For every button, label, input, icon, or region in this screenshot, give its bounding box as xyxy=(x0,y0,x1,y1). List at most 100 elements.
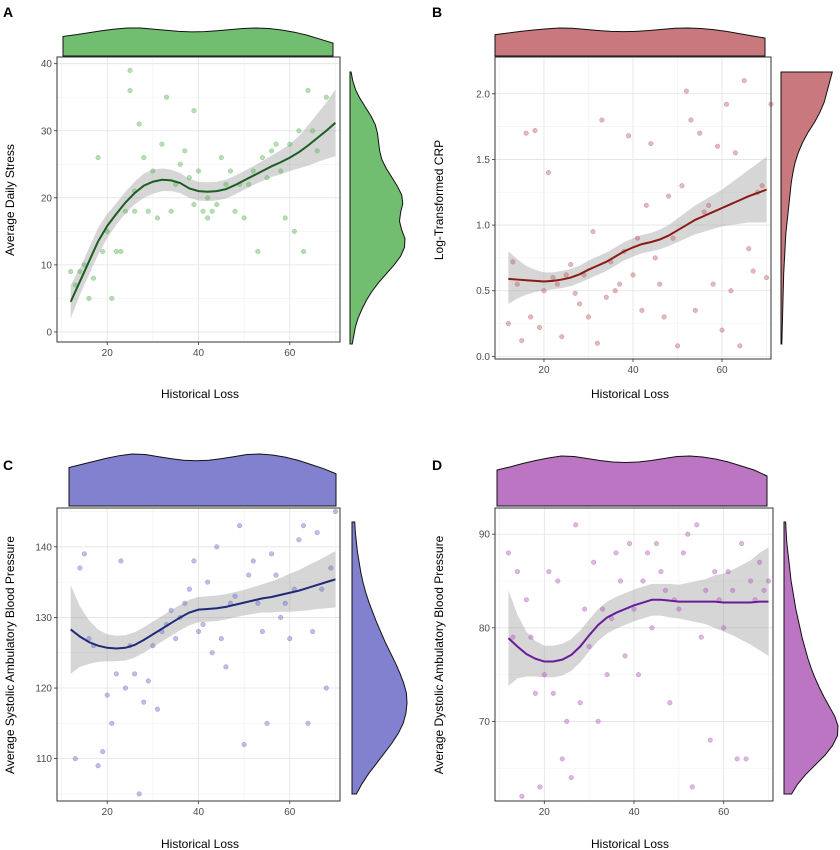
panel-d-data-point xyxy=(689,784,695,790)
panel-b-data-point xyxy=(563,272,569,278)
panel-c-data-point xyxy=(145,678,151,684)
panel-b-data-point xyxy=(719,327,725,333)
panel-c-data-point xyxy=(191,558,197,564)
panel-b-data-point xyxy=(688,117,694,123)
panel-c-y-axis-title: Average Systolic Ambulatory Blood Pressu… xyxy=(3,536,17,774)
panel-b-data-point xyxy=(532,127,538,134)
panel-d-x-tick-label: 20 xyxy=(539,807,551,818)
panel-c-data-point xyxy=(141,699,147,705)
panel-b-data-point xyxy=(510,259,516,265)
panel-b-data-point xyxy=(715,143,721,149)
panel-c-data-point xyxy=(113,671,119,677)
panel-b-y-tick-label: 1.0 xyxy=(476,221,490,232)
panel-c-data-point xyxy=(200,621,206,628)
panel-b-y-tick-label: 2.0 xyxy=(476,89,490,100)
panel-d-data-point xyxy=(712,569,718,575)
panel-c-y-tick-label: 140 xyxy=(35,542,52,553)
panel-d-data-point xyxy=(698,634,704,640)
panel-c-data-point xyxy=(100,749,106,755)
panel-b-y-tick-label: 0.5 xyxy=(476,286,490,297)
panel-b-y-axis-title: Log-Transformed CRP xyxy=(432,140,446,260)
panel-a-data-point xyxy=(68,269,74,275)
panel-b-data-point xyxy=(746,246,752,252)
panel-b-data-point xyxy=(759,183,765,189)
panel-c-data-point xyxy=(118,558,124,564)
panel-b-x-tick-label: 20 xyxy=(538,365,550,376)
panel-a-data-point xyxy=(141,155,147,161)
panel-a-x-tick-label: 40 xyxy=(193,348,205,359)
panel-b-data-point xyxy=(674,343,681,349)
panel-c-data-point xyxy=(86,636,92,642)
panel-b-data-point xyxy=(652,255,658,261)
panel-b-data-point xyxy=(585,314,592,320)
panel-b-data-point xyxy=(630,272,636,278)
panel-c-data-point xyxy=(296,537,302,543)
panel-b-smooth-line xyxy=(508,188,767,283)
panel-d-data-point xyxy=(743,756,749,762)
panel-c-data-point xyxy=(328,565,334,571)
panel-b-data-point xyxy=(750,268,756,274)
panel-a-data-point xyxy=(132,208,138,214)
panel-d-data-point xyxy=(739,541,745,547)
panel-d-data-point xyxy=(514,569,520,575)
panel-c-letter: C xyxy=(3,457,13,473)
panel-b-data-point xyxy=(679,183,685,189)
panel-b-x-tick-label: 60 xyxy=(716,365,728,376)
panel-b-data-point xyxy=(514,281,520,287)
panel-b-data-point xyxy=(528,314,534,320)
panel-a-x-axis-title: Historical Loss xyxy=(161,387,239,401)
panel-a-data-point xyxy=(296,128,302,134)
panel-b-data-point xyxy=(626,133,632,139)
panel-a-data-point xyxy=(95,155,101,161)
panel-a-y-tick-label: 20 xyxy=(41,193,53,204)
panel-c-data-point xyxy=(154,706,160,712)
panel-b-y-tick-label: 0.0 xyxy=(476,352,490,363)
panel-a-data-point xyxy=(159,141,165,147)
panel-c-data-point xyxy=(168,607,174,613)
panel-d-y-axis-title: Average Dystolic Ambulatory Blood Pressu… xyxy=(432,535,446,774)
panel-a-data-point xyxy=(268,148,275,154)
panel-a-x-density xyxy=(62,27,334,57)
panel-a-data-point xyxy=(205,195,211,201)
panel-c-x-tick-label: 60 xyxy=(284,807,296,818)
panel-d-data-point xyxy=(591,559,597,565)
panel-d-x-density xyxy=(496,455,768,507)
panel-d-data-point xyxy=(577,700,583,706)
panel-a-data-point xyxy=(223,181,229,187)
panel-d-data-point xyxy=(748,578,754,584)
panel-b-data-point xyxy=(523,130,529,136)
panel-b-data-point xyxy=(697,130,703,136)
panel-a-smooth-line xyxy=(69,121,337,303)
panel-b-data-point xyxy=(692,307,698,313)
panel-d-data-point xyxy=(662,587,668,593)
panel-c-data-point xyxy=(195,629,202,635)
panel-a-data-point xyxy=(168,208,174,214)
panel-b-data-point xyxy=(590,229,596,235)
panel-d-data-point xyxy=(582,606,588,612)
panel-b-data-point xyxy=(657,281,663,287)
panel-a-data-point xyxy=(200,208,206,214)
panel-d-y-tick-label: 90 xyxy=(479,530,491,541)
panel-d-data-point xyxy=(640,578,646,584)
panel-c-data-point xyxy=(314,530,320,536)
panel-a-y-tick-label: 0 xyxy=(46,327,52,338)
panel-a-data-point xyxy=(127,87,133,94)
panel-a-data-point xyxy=(100,248,106,255)
panel-d-data-point xyxy=(680,550,686,556)
panel-a-data-point xyxy=(264,175,270,181)
panel-d-data-point xyxy=(604,672,610,678)
panel-c-data-point xyxy=(132,671,138,677)
panel-c-data-point xyxy=(278,614,284,620)
panel-b-data-point xyxy=(737,343,743,349)
panel-d-data-point xyxy=(694,522,700,528)
panel-d-data-point xyxy=(564,718,570,724)
panel-d-data-point xyxy=(734,756,740,762)
panel-d-data-point xyxy=(532,690,538,696)
panel-b-data-point xyxy=(639,307,645,313)
panel-b-data-point xyxy=(701,209,707,215)
panel-c-data-point xyxy=(218,636,224,642)
panel-c-data-point xyxy=(186,586,192,592)
panel-d-data-point xyxy=(505,550,512,556)
panel-c-data-point xyxy=(237,523,243,529)
